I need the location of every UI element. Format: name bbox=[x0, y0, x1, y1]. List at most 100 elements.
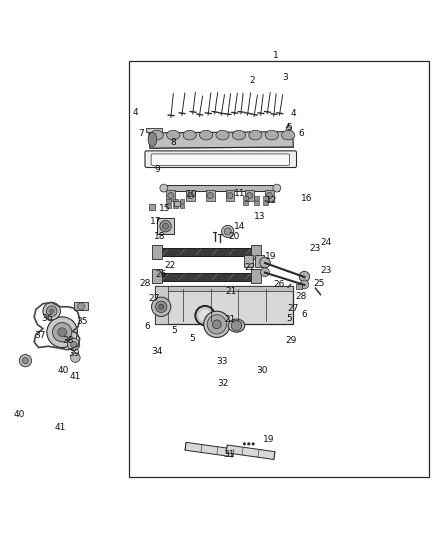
Circle shape bbox=[152, 297, 171, 317]
Bar bbox=[129, 61, 429, 477]
Ellipse shape bbox=[166, 130, 180, 140]
Bar bbox=[265, 190, 274, 201]
Text: 10: 10 bbox=[186, 190, 197, 199]
Circle shape bbox=[49, 309, 54, 313]
FancyBboxPatch shape bbox=[151, 154, 290, 165]
Bar bbox=[152, 245, 162, 259]
Bar bbox=[243, 201, 248, 205]
Text: 3: 3 bbox=[282, 73, 288, 82]
Bar bbox=[155, 286, 168, 324]
Text: 27: 27 bbox=[287, 304, 298, 313]
Text: 15: 15 bbox=[159, 204, 170, 213]
Circle shape bbox=[67, 338, 80, 351]
Text: 40: 40 bbox=[58, 366, 69, 375]
Circle shape bbox=[187, 192, 194, 199]
Text: 31: 31 bbox=[223, 450, 234, 459]
Circle shape bbox=[78, 303, 85, 310]
Circle shape bbox=[53, 322, 72, 342]
Text: 22: 22 bbox=[164, 261, 176, 270]
Text: 41: 41 bbox=[55, 423, 66, 432]
Text: 41: 41 bbox=[70, 373, 81, 382]
Text: 6: 6 bbox=[301, 310, 307, 319]
Text: 11: 11 bbox=[234, 189, 246, 198]
Text: 16: 16 bbox=[301, 194, 312, 203]
Circle shape bbox=[155, 301, 167, 312]
Circle shape bbox=[71, 342, 77, 348]
Circle shape bbox=[261, 268, 269, 277]
Text: 23: 23 bbox=[321, 265, 332, 274]
Circle shape bbox=[46, 306, 57, 317]
Bar bbox=[263, 196, 268, 200]
Text: 21: 21 bbox=[224, 314, 236, 324]
Bar bbox=[166, 204, 171, 208]
Circle shape bbox=[247, 192, 253, 199]
Bar bbox=[226, 190, 234, 201]
Text: 34: 34 bbox=[151, 348, 162, 357]
Text: 33: 33 bbox=[217, 358, 228, 367]
Text: 38: 38 bbox=[62, 336, 74, 344]
Bar bbox=[251, 269, 261, 283]
Circle shape bbox=[43, 302, 60, 320]
Text: 37: 37 bbox=[35, 331, 46, 340]
Bar bbox=[157, 219, 174, 233]
Bar bbox=[152, 269, 162, 283]
Circle shape bbox=[19, 354, 32, 367]
Circle shape bbox=[47, 317, 78, 348]
Bar bbox=[296, 284, 302, 289]
Text: 22: 22 bbox=[244, 263, 255, 272]
Text: 29: 29 bbox=[286, 336, 297, 344]
Text: 17: 17 bbox=[150, 217, 161, 227]
Text: 36: 36 bbox=[42, 314, 53, 322]
Circle shape bbox=[22, 358, 28, 364]
Bar bbox=[149, 204, 155, 209]
Circle shape bbox=[71, 353, 80, 362]
Circle shape bbox=[58, 328, 67, 336]
Bar bbox=[161, 273, 252, 280]
Text: 18: 18 bbox=[154, 232, 166, 241]
FancyBboxPatch shape bbox=[145, 151, 297, 167]
Bar bbox=[173, 204, 178, 208]
Text: 5: 5 bbox=[171, 326, 177, 335]
Text: 35: 35 bbox=[77, 317, 88, 326]
Text: 5: 5 bbox=[286, 314, 292, 322]
Circle shape bbox=[227, 192, 233, 199]
Text: 24: 24 bbox=[321, 238, 332, 247]
Bar bbox=[180, 199, 184, 203]
Circle shape bbox=[247, 442, 250, 445]
Bar bbox=[155, 286, 293, 324]
Text: 19: 19 bbox=[265, 252, 276, 261]
Bar bbox=[251, 245, 261, 259]
Text: 12: 12 bbox=[266, 196, 277, 205]
Bar bbox=[254, 196, 259, 200]
Bar bbox=[161, 185, 279, 191]
Circle shape bbox=[162, 223, 169, 229]
Text: 2: 2 bbox=[249, 76, 254, 85]
Circle shape bbox=[299, 271, 310, 282]
Text: 21: 21 bbox=[226, 287, 237, 296]
Text: 6: 6 bbox=[145, 322, 151, 331]
Bar bbox=[243, 196, 248, 200]
Text: 5: 5 bbox=[286, 123, 292, 132]
Ellipse shape bbox=[265, 130, 279, 140]
Bar bbox=[166, 190, 175, 201]
Ellipse shape bbox=[232, 130, 245, 140]
Bar bbox=[174, 201, 180, 206]
Bar bbox=[74, 302, 88, 310]
Polygon shape bbox=[149, 132, 293, 148]
Ellipse shape bbox=[228, 319, 245, 332]
Text: 26: 26 bbox=[274, 280, 285, 289]
Text: 39: 39 bbox=[69, 349, 80, 358]
Bar bbox=[146, 128, 162, 133]
Text: 23: 23 bbox=[310, 245, 321, 254]
Circle shape bbox=[160, 221, 171, 232]
Circle shape bbox=[168, 192, 174, 199]
Text: 6: 6 bbox=[298, 129, 304, 138]
Text: 30: 30 bbox=[256, 366, 268, 375]
Text: 26: 26 bbox=[155, 270, 167, 279]
Polygon shape bbox=[185, 442, 234, 457]
Ellipse shape bbox=[150, 130, 163, 140]
Ellipse shape bbox=[199, 130, 212, 140]
Circle shape bbox=[207, 314, 226, 334]
Ellipse shape bbox=[148, 133, 157, 147]
Circle shape bbox=[273, 184, 281, 192]
